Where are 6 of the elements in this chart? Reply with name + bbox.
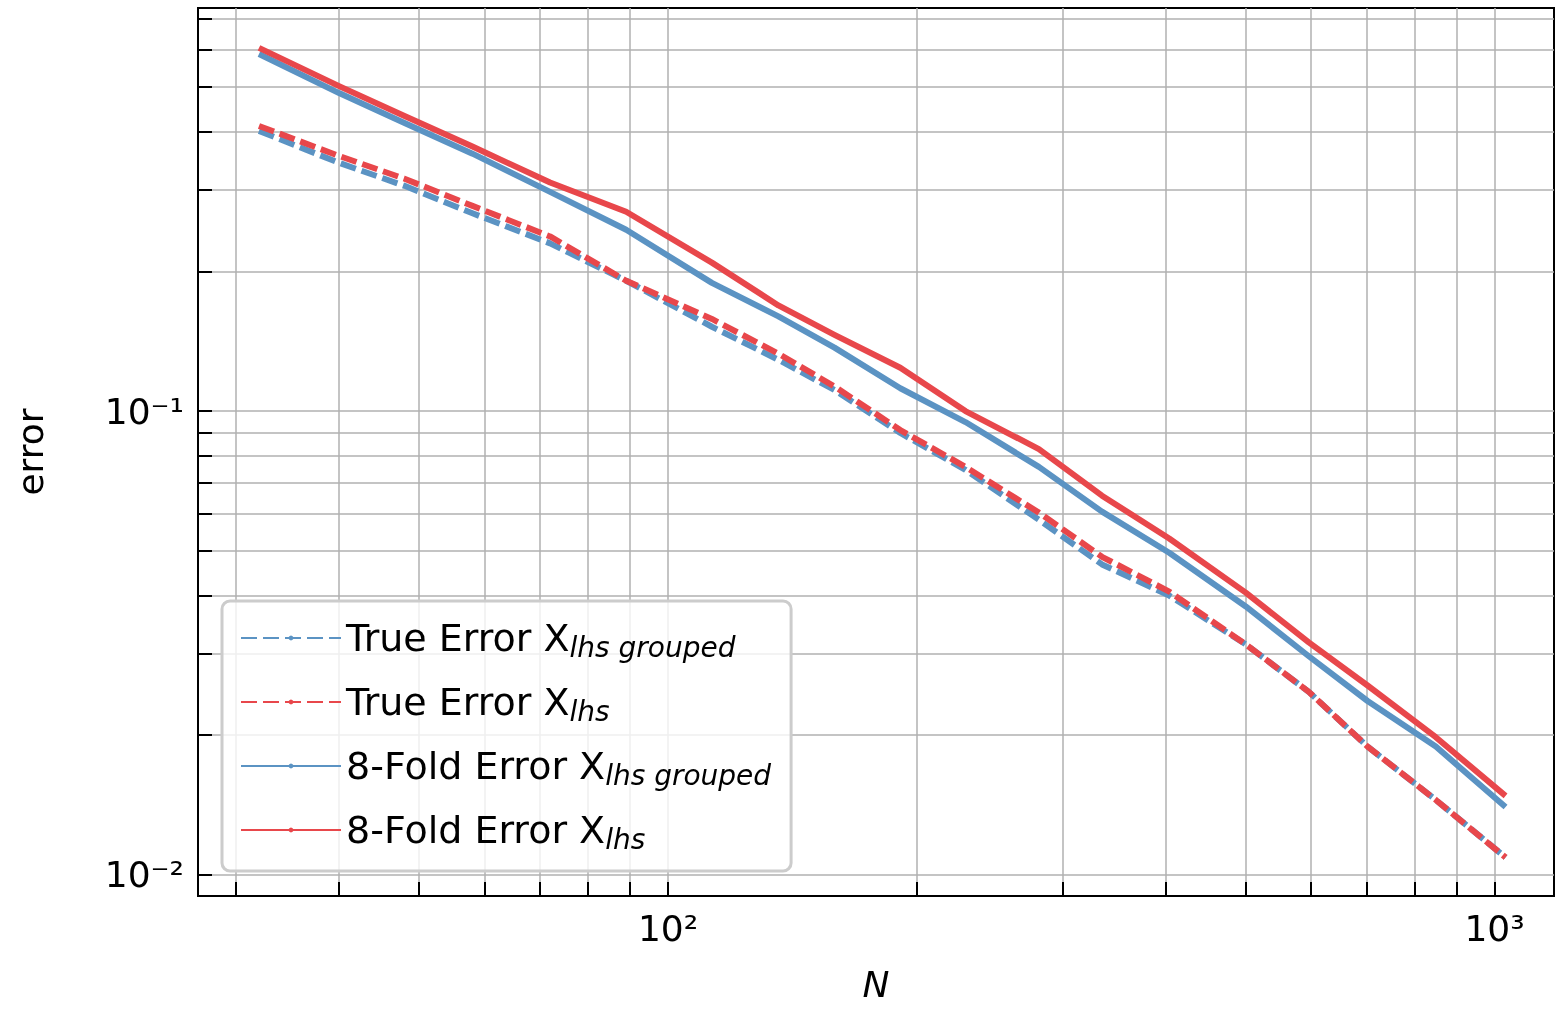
y-tick-label: 10⁻² — [104, 854, 184, 896]
x-axis-title: N — [862, 963, 890, 1005]
x-tick-label: 10³ — [1464, 907, 1525, 949]
y-axis-title: error — [9, 408, 51, 496]
y-tick-label: 10⁻¹ — [104, 390, 184, 432]
x-tick-label: 10² — [637, 907, 699, 949]
